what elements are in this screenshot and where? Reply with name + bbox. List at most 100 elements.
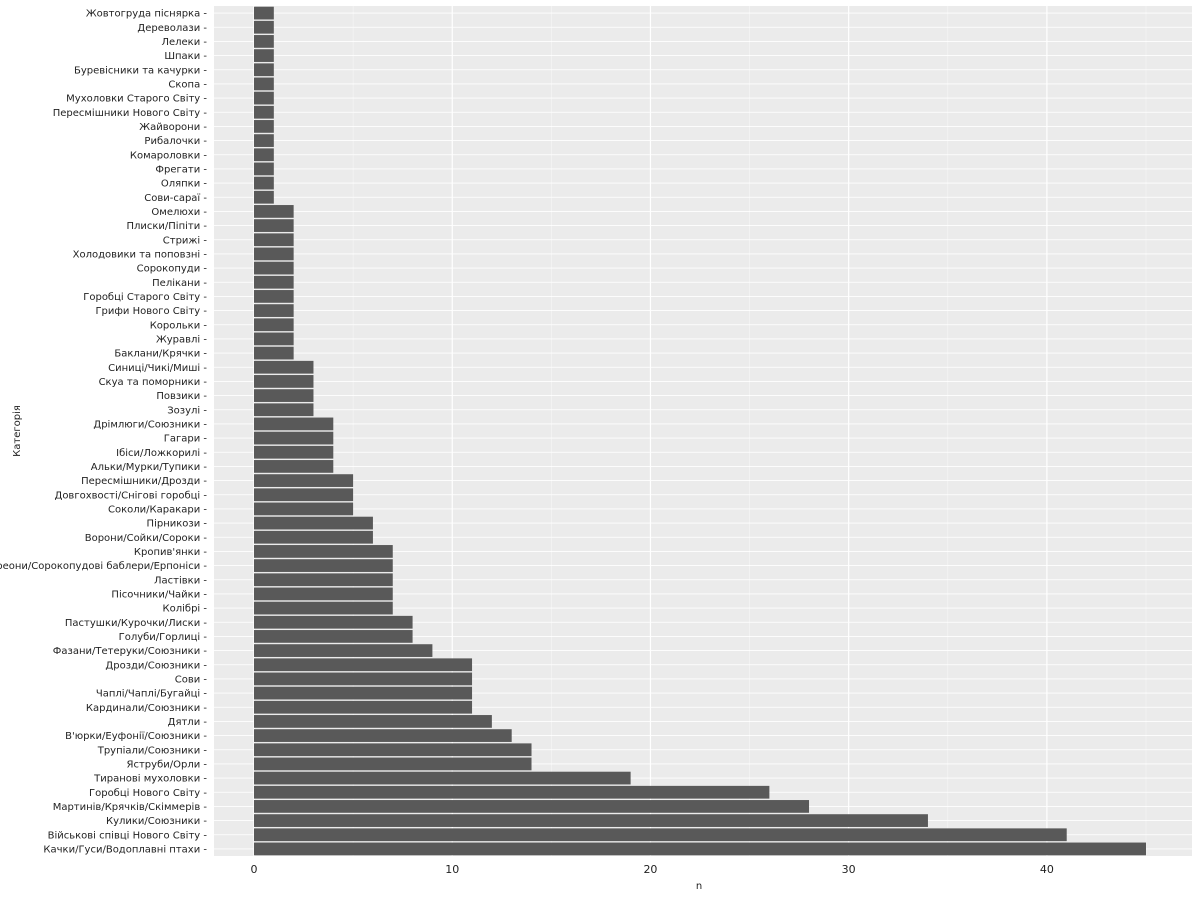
- y-tick-label: Сови-сараї -: [144, 193, 207, 204]
- y-tick-label: Горобці Старого Світу -: [83, 291, 207, 303]
- y-tick-label: Грифи Нового Світу -: [95, 305, 207, 317]
- bar: [254, 445, 334, 459]
- y-tick-label: Кардинали/Союзники -: [86, 703, 208, 714]
- y-tick-label: Лелеки -: [161, 37, 207, 48]
- bar: [254, 162, 274, 176]
- x-tick-label: 0: [251, 863, 258, 876]
- y-tick-label: Фрегати -: [155, 164, 207, 175]
- y-tick-label: Мухоловки Старого Світу -: [66, 93, 207, 105]
- bar: [254, 105, 274, 119]
- bar: [254, 630, 413, 643]
- y-tick-label: Фазани/Тетеруки/Союзники -: [53, 646, 208, 657]
- y-tick-label: Сорокопуди -: [137, 264, 208, 275]
- bar: [254, 77, 274, 91]
- y-tick-label: Ібіси/Ложкорилі -: [116, 447, 207, 459]
- bar: [254, 842, 1146, 856]
- y-tick-label: Пересмішники Нового Світу -: [53, 107, 208, 119]
- bar: [254, 729, 512, 742]
- y-tick-label: Синиці/Чикі/Миші -: [108, 362, 207, 374]
- bar: [254, 644, 433, 657]
- y-tick-label: Кулики/Союзники -: [106, 816, 207, 827]
- y-tick-label: Довгохвості/Снігові горобці -: [55, 489, 208, 501]
- y-tick-label: Оляпки -: [161, 179, 208, 190]
- bar: [254, 814, 928, 827]
- y-tick-label: Плиски/Піпіти -: [126, 220, 207, 232]
- bar: [254, 6, 274, 20]
- bar: [254, 190, 274, 204]
- bar: [254, 403, 314, 417]
- x-tick-label: 10: [445, 863, 459, 876]
- y-tick-label: Гагари -: [164, 434, 208, 445]
- bar: [254, 828, 1067, 842]
- bar: [254, 304, 294, 317]
- y-tick-label: Сови -: [175, 674, 208, 685]
- y-tick-label: Дрімлюги/Союзники -: [93, 418, 207, 430]
- bar: [254, 601, 393, 615]
- bar: [254, 275, 294, 289]
- y-tick-label: Тиранові мухоловки -: [93, 773, 207, 785]
- y-tick-label: Альки/Мурки/Тупики -: [91, 462, 208, 473]
- plot-background: [214, 6, 1192, 856]
- bar: [254, 134, 274, 147]
- bar: [254, 318, 294, 332]
- bar: [254, 615, 413, 629]
- bars: [254, 6, 1146, 856]
- bar: [254, 502, 354, 516]
- bar: [254, 417, 334, 431]
- y-tick-label: Холодовики та поповзні -: [73, 248, 208, 260]
- bar: [254, 559, 393, 572]
- x-tick-label: 20: [643, 863, 657, 876]
- bar: [254, 771, 631, 785]
- x-tick-label: 30: [842, 863, 856, 876]
- y-tick-label: Пісочники/Чайки -: [111, 588, 207, 600]
- y-tick-label: Стрижі -: [163, 234, 208, 246]
- y-tick-label: Горобці Нового Світу -: [89, 787, 207, 799]
- y-tick-label: Трупіали/Союзники -: [97, 744, 208, 756]
- bar: [254, 375, 314, 388]
- y-tick-label: Дереволази -: [137, 23, 207, 34]
- y-tick-label: Дрозди/Союзники -: [105, 660, 207, 671]
- y-tick-label: Пірникози -: [147, 518, 208, 530]
- y-tick-label: Колібрі -: [163, 603, 208, 615]
- y-tick-label: Зозулі -: [167, 404, 207, 416]
- bar: [254, 743, 532, 757]
- y-tick-label: Буревісники та качурки -: [74, 64, 207, 76]
- y-tick-label: Кропив'янки -: [134, 547, 208, 558]
- x-axis-title: n: [696, 881, 702, 892]
- bar: [254, 545, 393, 558]
- y-tick-label: Ворони/Сойки/Сороки -: [85, 533, 208, 544]
- bar: [254, 530, 373, 544]
- bar: [254, 20, 274, 34]
- bar: [254, 460, 334, 473]
- y-tick-label: Качки/Гуси/Водоплавні птахи -: [43, 843, 207, 855]
- y-tick-label: Пастушки/Курочки/Лиски -: [65, 618, 207, 629]
- bar: [254, 658, 473, 672]
- bar: [254, 587, 393, 601]
- bar: [254, 488, 354, 502]
- x-tick-label: 40: [1040, 863, 1054, 876]
- bar: [254, 785, 770, 799]
- y-tick-label: Шпаки -: [164, 51, 207, 62]
- y-tick-label: Ластівки -: [154, 574, 207, 586]
- y-tick-label: В'юрки/Еуфонії/Союзники -: [65, 730, 207, 742]
- y-tick-label: Яструби/Орли -: [127, 759, 208, 770]
- bar: [254, 219, 294, 232]
- y-tick-label: Скопа -: [168, 79, 207, 90]
- y-tick-label: Пелікани -: [152, 277, 207, 289]
- bar: [254, 686, 473, 700]
- y-tick-label: Соколи/Каракари -: [108, 504, 207, 515]
- y-tick-label: Мартинів/Крячків/Скіммерів -: [53, 801, 208, 813]
- bar: [254, 233, 294, 247]
- y-tick-label: Журавлі -: [156, 333, 207, 345]
- y-axis-title: Категорія: [11, 405, 23, 457]
- bar: [254, 148, 274, 162]
- bar: [254, 757, 532, 771]
- y-tick-label: Чаплі/Чаплі/Бугайці -: [96, 688, 208, 700]
- bar: [254, 516, 373, 530]
- bar: [254, 91, 274, 105]
- bar: [254, 49, 274, 62]
- y-tick-label: Військові співці Нового Світу -: [48, 829, 208, 841]
- bar: [254, 672, 473, 686]
- y-tick-label: Омелюхи -: [151, 207, 207, 218]
